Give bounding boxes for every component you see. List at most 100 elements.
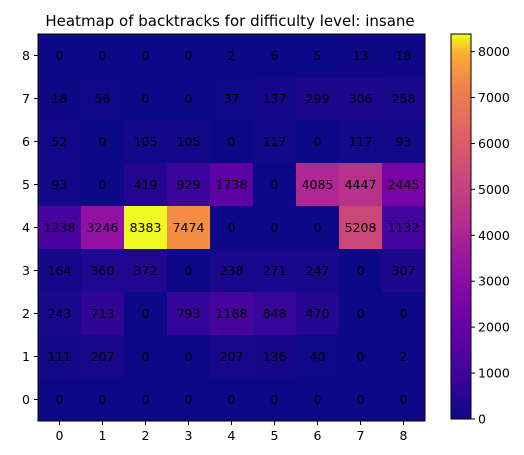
heatmap-cell: [167, 120, 211, 164]
y-tick-label: 2: [22, 306, 30, 321]
heatmap-cell: [339, 335, 383, 379]
cell-value-label: 117: [349, 134, 373, 149]
heatmap-cell: [81, 292, 125, 336]
cell-value-label: 0: [314, 220, 322, 235]
heatmap-cell: [253, 335, 297, 379]
y-tick-label: 0: [22, 392, 30, 407]
heatmap-cell: [124, 163, 168, 207]
heatmap-cell: [382, 249, 426, 293]
heatmap-cell: [38, 335, 82, 379]
heatmap-cell: [382, 120, 426, 164]
heatmap-cell: [296, 120, 340, 164]
x-tick-label: 8: [400, 428, 408, 443]
heatmap-cell: [296, 163, 340, 207]
cell-value-label: 0: [142, 48, 150, 63]
cell-value-label: 37: [224, 91, 240, 106]
y-tick-label: 1: [22, 349, 30, 364]
y-tick-label: 3: [22, 263, 30, 278]
cell-value-label: 360: [91, 263, 115, 278]
cell-value-label: 0: [400, 306, 408, 321]
heatmap-cell: [210, 292, 254, 336]
heatmap-cell: [167, 378, 211, 422]
cell-value-label: 117: [263, 134, 287, 149]
cell-value-label: 470: [306, 306, 330, 321]
cell-value-label: 7474: [173, 220, 205, 235]
x-tick-label: 5: [271, 428, 279, 443]
heatmap-cell: [210, 249, 254, 293]
heatmap-cell: [210, 77, 254, 121]
chart-title: Heatmap of backtracks for difficulty lev…: [45, 12, 414, 30]
cell-value-label: 0: [99, 48, 107, 63]
cell-value-label: 0: [56, 392, 64, 407]
cell-value-label: 238: [220, 263, 244, 278]
colorbar-tick-label: 1000: [478, 366, 510, 381]
heatmap-cell: [81, 34, 125, 78]
heatmap-cell: [81, 77, 125, 121]
heatmap-cell: [253, 34, 297, 78]
y-tick-label: 6: [22, 134, 30, 149]
cell-value-label: 18: [52, 91, 68, 106]
cell-value-label: 93: [52, 177, 68, 192]
heatmap-cell: [81, 163, 125, 207]
colorbar-gradient: [450, 33, 472, 420]
x-tick-label: 6: [314, 428, 322, 443]
heatmap-cell: [81, 120, 125, 164]
cell-value-label: 0: [142, 91, 150, 106]
cell-value-label: 299: [306, 91, 330, 106]
cell-value-label: 247: [306, 263, 330, 278]
heatmap-cell: [339, 378, 383, 422]
cell-value-label: 0: [271, 392, 279, 407]
colorbar-tick-label: 6000: [478, 136, 510, 151]
heatmap-cell: [38, 34, 82, 78]
heatmap-cell: [339, 77, 383, 121]
cell-value-label: 164: [48, 263, 72, 278]
heatmap-cell: [124, 206, 168, 250]
cell-value-label: 713: [91, 306, 115, 321]
cell-value-label: 0: [314, 134, 322, 149]
heatmap-cell: [339, 249, 383, 293]
cell-value-label: 1738: [216, 177, 248, 192]
cell-value-label: 307: [392, 263, 416, 278]
cell-value-label: 0: [357, 263, 365, 278]
cell-value-label: 2: [400, 349, 408, 364]
cell-value-label: 0: [56, 48, 64, 63]
cell-value-label: 372: [134, 263, 158, 278]
heatmap-cell: [124, 378, 168, 422]
heatmap-cell: [339, 163, 383, 207]
heatmap-cell: [210, 335, 254, 379]
cell-value-label: 5: [314, 48, 322, 63]
heatmap-cell: [339, 120, 383, 164]
cell-value-label: 0: [185, 392, 193, 407]
colorbar-tick-label: 5000: [478, 182, 510, 197]
cell-value-label: 4447: [345, 177, 377, 192]
heatmap-cell: [81, 335, 125, 379]
cell-value-label: 0: [142, 392, 150, 407]
cell-value-label: 848: [263, 306, 287, 321]
colorbar: 0 1000 2000 3000 4000 5000 6000 7000 8000: [450, 33, 510, 427]
heatmap-cell: [210, 206, 254, 250]
cell-value-label: 0: [185, 48, 193, 63]
heatmap-cell: [210, 34, 254, 78]
colorbar-tick-label: 3000: [478, 274, 510, 289]
cell-value-label: 105: [177, 134, 201, 149]
heatmap-cell: [296, 34, 340, 78]
heatmap-cell: [38, 77, 82, 121]
cell-value-label: 0: [357, 349, 365, 364]
cell-value-label: 0: [185, 263, 193, 278]
x-tick-label: 2: [142, 428, 150, 443]
heatmap-cell: [167, 34, 211, 78]
heatmap-cell: [253, 120, 297, 164]
heatmap-cell: [253, 206, 297, 250]
heatmap-cell: [296, 77, 340, 121]
cell-value-label: 0: [228, 220, 236, 235]
cell-value-label: 0: [142, 306, 150, 321]
cell-value-label: 6: [271, 48, 279, 63]
cell-value-label: 0: [314, 392, 322, 407]
heatmap-cell: [253, 249, 297, 293]
cell-value-label: 0: [228, 134, 236, 149]
cell-value-label: 5208: [345, 220, 377, 235]
cell-value-label: 56: [95, 91, 111, 106]
heatmap-cell: [382, 378, 426, 422]
